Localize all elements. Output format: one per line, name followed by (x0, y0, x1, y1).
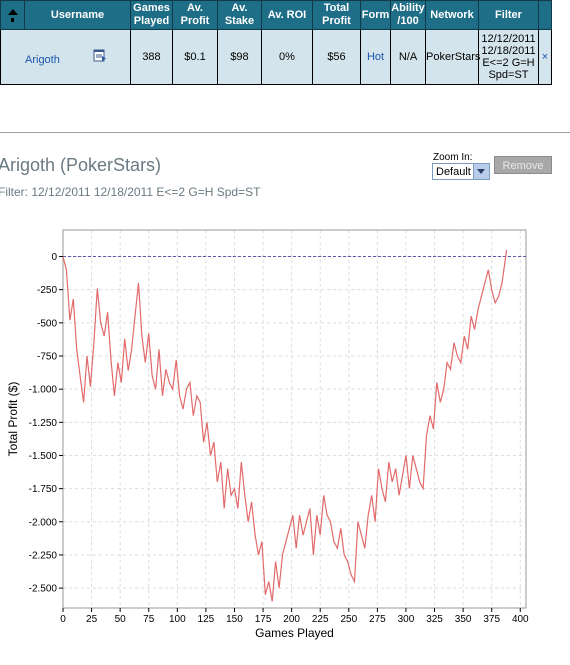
y-tick-label: -500 (37, 318, 57, 329)
remove-cell: × (538, 29, 552, 85)
x-tick-label: 175 (255, 614, 272, 625)
y-tick-label: -2.250 (29, 550, 58, 561)
zoom-select[interactable]: Default (432, 163, 490, 180)
y-tick-label: -1.750 (29, 484, 58, 495)
filter-line: Spd=ST (488, 69, 529, 81)
col-remove (538, 0, 552, 30)
col-network[interactable]: Network (425, 0, 479, 30)
col-filter[interactable]: Filter (478, 0, 539, 30)
x-tick-label: 300 (398, 614, 415, 625)
filter-cell: 12/12/2011 12/18/2011 E<=2 G=H Spd=ST (478, 29, 539, 85)
av-roi-cell: 0% (261, 29, 313, 85)
x-tick-label: 150 (226, 614, 243, 625)
filter-line: 12/18/2011 (481, 45, 536, 57)
ability-cell: N/A (390, 29, 426, 85)
profit-series-line (62, 249, 508, 602)
av-stake-cell: $98 (217, 29, 262, 85)
x-tick-label: 200 (283, 614, 300, 625)
y-tick-label: -1.500 (29, 451, 58, 462)
graph-title: Arigoth (PokerStars) (0, 155, 162, 175)
y-tick-label: -1.250 (29, 418, 58, 429)
form-cell: Hot (360, 29, 391, 85)
username-cell: Arigoth (0, 29, 131, 85)
col-av-stake[interactable]: Av. Stake (217, 0, 262, 30)
sort-up-arrow-icon[interactable] (7, 9, 18, 16)
section-divider (0, 132, 570, 133)
col-form[interactable]: Form (360, 0, 391, 30)
dropdown-arrow-icon[interactable] (473, 164, 489, 179)
y-axis-label: Total Profit ($) (6, 382, 20, 457)
col-games-played[interactable]: Games Played (130, 0, 173, 30)
table-header-row: Username Games Played Av. Profit Av. Sta… (0, 0, 552, 30)
col-ability[interactable]: Ability /100 (390, 0, 426, 30)
x-tick-label: 50 (115, 614, 127, 625)
table-row: Arigoth 388 $0.1 $98 0% $56 Hot N/A Poke… (0, 29, 552, 85)
games-played-cell: 388 (130, 29, 173, 85)
x-axis-ticks: 0 25 50 75 100 125 150 175 200 225 250 275 300 325 350… (60, 608, 529, 625)
col-total-profit[interactable]: Total Profit (312, 0, 361, 30)
x-tick-label: 375 (483, 614, 500, 625)
x-tick-label: 100 (169, 614, 186, 625)
chart-grid (62, 230, 526, 608)
zoom-selected-value: Default (436, 166, 471, 178)
x-tick-label: 400 (512, 614, 529, 625)
x-tick-label: 25 (86, 614, 98, 625)
plot-area-border (62, 229, 527, 609)
x-tick-label: 0 (60, 614, 66, 625)
zoom-label: Zoom In: (433, 152, 473, 163)
x-tick-label: 325 (426, 614, 443, 625)
filter-line: E<=2 G=H (482, 57, 535, 69)
total-profit-cell: $56 (312, 29, 361, 85)
username-link[interactable]: Arigoth (25, 54, 60, 66)
col-av-roi[interactable]: Av. ROI (261, 0, 313, 30)
x-tick-label: 225 (312, 614, 329, 625)
y-tick-label: -750 (37, 352, 57, 363)
y-tick-label: -1.000 (29, 385, 58, 396)
av-profit-cell: $0.1 (172, 29, 218, 85)
player-details-icon[interactable] (93, 49, 107, 62)
x-tick-label: 250 (340, 614, 357, 625)
x-tick-label: 350 (455, 614, 472, 625)
graph-filter-text: Filter: 12/12/2011 12/18/2011 E<=2 G=H S… (0, 185, 261, 199)
col-av-profit[interactable]: Av. Profit (172, 0, 218, 30)
form-link[interactable]: Hot (366, 51, 385, 63)
y-tick-label: -250 (37, 285, 57, 296)
profit-line-chart: 0 -250 -500 -750 -1.000 -1.250 -1.500 -1.750 -2.… (6, 229, 529, 640)
x-tick-label: 125 (198, 614, 215, 625)
col-username[interactable]: Username (24, 0, 131, 30)
remove-button[interactable]: Remove (494, 156, 552, 174)
y-axis-ticks: 0 -250 -500 -750 -1.000 -1.250 -1.500 -1.750 -2.… (29, 252, 63, 595)
x-tick-label: 75 (143, 614, 155, 625)
network-cell: PokerStars (425, 29, 480, 85)
x-axis-label: Games Played (255, 626, 334, 640)
sort-arrow-stem (11, 18, 14, 22)
stats-table-container: Username Games Played Av. Profit Av. Sta… (0, 0, 552, 85)
y-tick-label: -2.500 (29, 584, 58, 595)
sort-toggle-header[interactable] (0, 0, 25, 30)
y-tick-label: 0 (51, 252, 57, 263)
stats-table: Username Games Played Av. Profit Av. Sta… (0, 0, 552, 85)
y-tick-label: -2.000 (29, 517, 58, 528)
remove-row-icon[interactable]: × (541, 51, 549, 63)
x-tick-label: 275 (369, 614, 386, 625)
filter-line: 12/12/2011 (481, 33, 536, 45)
